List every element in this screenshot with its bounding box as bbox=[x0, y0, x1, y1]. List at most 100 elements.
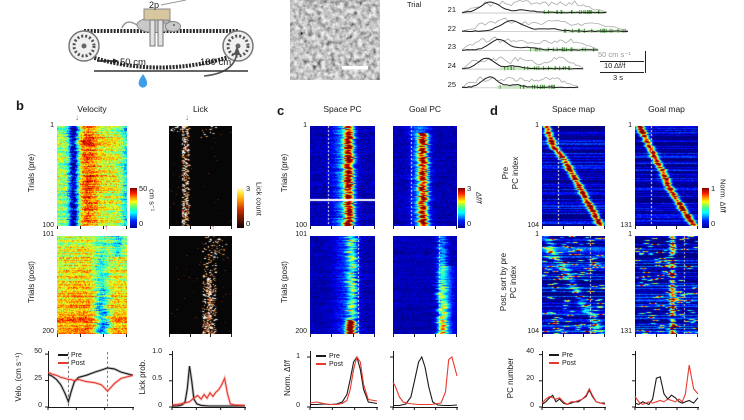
legend: Pre Post bbox=[316, 352, 343, 368]
space-pc-title: Space PC bbox=[323, 104, 362, 114]
ytick: 1 bbox=[296, 353, 300, 360]
post-line-swatch bbox=[58, 362, 68, 364]
trial-axis-title: Trial bbox=[407, 0, 422, 9]
panel-label-d: d bbox=[490, 103, 498, 118]
velocity-scale-label: 50 cm s⁻¹ bbox=[598, 50, 631, 59]
objective-label: 2p bbox=[149, 0, 159, 10]
ytick: 101 bbox=[42, 231, 54, 238]
trial-number: 21 bbox=[447, 5, 456, 14]
legend-label: Pre bbox=[562, 351, 573, 359]
velocity-colorbar bbox=[130, 188, 137, 228]
trial-number: 23 bbox=[447, 42, 456, 51]
headpost-left bbox=[149, 19, 156, 47]
scalebar-vline bbox=[645, 51, 646, 73]
track-length-label: 180 cm bbox=[200, 57, 231, 68]
velocity-average-plot bbox=[45, 351, 134, 410]
velocity-colorbar-label: cm s⁻¹ bbox=[147, 189, 157, 212]
ytick: 1 bbox=[303, 122, 307, 129]
belt-direction-arc bbox=[203, 51, 238, 77]
goal-map-pre-heatmap bbox=[635, 126, 698, 226]
ytick: 40 bbox=[526, 348, 534, 355]
dff-scale-label: 10 Δf/f bbox=[604, 61, 626, 70]
legend-label: Post bbox=[329, 360, 344, 368]
pre-line-swatch bbox=[316, 355, 326, 357]
trial-traces-plot bbox=[461, 0, 629, 89]
ytick: 100 bbox=[295, 222, 307, 229]
time-scale-label: 3 s bbox=[613, 73, 624, 82]
heatmap-xticks bbox=[393, 226, 457, 229]
ytick: 1.0 bbox=[152, 348, 162, 355]
scalebar-line-bottom bbox=[600, 72, 644, 73]
heatmap-xticks bbox=[310, 334, 375, 337]
norm-dff-colorbar-label: Norm. Δf/f bbox=[718, 179, 728, 213]
goal-pc-average-plot bbox=[390, 351, 458, 410]
legend-label: Pre bbox=[71, 351, 82, 359]
legend-label: Pre bbox=[329, 352, 340, 360]
objective-pointer-line bbox=[160, 0, 187, 6]
trial-number: 24 bbox=[447, 61, 456, 70]
trial-number: 25 bbox=[447, 80, 456, 89]
ytick: 0 bbox=[158, 402, 162, 409]
pre-line-swatch bbox=[58, 354, 68, 356]
space-map-pre-heatmap bbox=[542, 126, 605, 226]
pre-pc-index-ylabel-1: Pre bbox=[501, 166, 510, 180]
colorbar-tick: 3 bbox=[467, 184, 472, 193]
panel-label-b: b bbox=[16, 98, 24, 113]
ytick: 0 bbox=[296, 402, 300, 409]
lick-plot-ylabel: Lick prob. bbox=[138, 359, 147, 395]
headplate bbox=[143, 8, 171, 21]
space-map-title: Space map bbox=[552, 104, 595, 114]
trials-pre-ylabel: Trials (pre) bbox=[280, 153, 289, 193]
velocity-post-heatmap bbox=[57, 236, 127, 334]
goal-pc-title: Goal PC bbox=[408, 104, 442, 114]
pre-reward-arrow-icon: ↓ bbox=[75, 113, 79, 122]
ytick: 1 bbox=[50, 122, 54, 129]
legend-row: Post bbox=[316, 360, 343, 368]
ytick: 200 bbox=[42, 328, 54, 335]
legend-row: Post bbox=[549, 359, 576, 367]
belt-direction-arrowhead bbox=[233, 46, 241, 55]
trials-post-ylabel: Trials (post) bbox=[280, 261, 289, 303]
heatmap-xticks bbox=[542, 226, 605, 229]
goal-map-title: Goal map bbox=[648, 104, 685, 114]
legend-row: Post bbox=[58, 359, 85, 367]
space-pc-pre-heatmap bbox=[310, 126, 375, 226]
norm-dff-ylabel: Norm. Δf/f bbox=[283, 360, 292, 397]
ytick: 0.5 bbox=[152, 375, 162, 382]
ytick: 50 bbox=[34, 348, 42, 355]
post-reward-arrow-icon: ↑ bbox=[211, 223, 215, 232]
legend: Pre Post bbox=[549, 351, 576, 367]
trials-post-ylabel: Trials (post) bbox=[27, 261, 36, 303]
colorbar-tick: 0 bbox=[139, 219, 144, 228]
legend-row: Pre bbox=[316, 352, 343, 360]
velocity-plot-ylabel: Velo. (cm s⁻¹) bbox=[14, 352, 23, 402]
legend-row: Pre bbox=[58, 351, 85, 359]
legend: Pre Post bbox=[58, 351, 85, 367]
post-line-swatch bbox=[549, 362, 559, 364]
scalebar-line-top bbox=[600, 61, 644, 62]
colorbar-tick: 0 bbox=[246, 219, 251, 228]
post-line-swatch bbox=[316, 363, 326, 365]
mouse-eye bbox=[173, 24, 175, 26]
ytick: 104 bbox=[527, 222, 539, 229]
ytick: 100 bbox=[42, 222, 54, 229]
space-map-post-heatmap bbox=[542, 236, 605, 334]
ytick: 200 bbox=[295, 328, 307, 335]
heatmap-xticks bbox=[169, 334, 232, 337]
fov-scalebar bbox=[342, 66, 368, 70]
legend-label: Post bbox=[71, 359, 86, 367]
heatmap-xticks bbox=[635, 334, 698, 337]
goal-pc-post-heatmap bbox=[393, 236, 457, 334]
ytick: 1 bbox=[628, 122, 632, 129]
heatmap-xticks bbox=[635, 226, 698, 229]
ytick: 104 bbox=[527, 328, 539, 335]
post-sort-ylabel-1: Post, sort by pre bbox=[499, 252, 508, 312]
ytick: 101 bbox=[295, 231, 307, 238]
lick-colorbar-label: Lick count bbox=[254, 182, 264, 216]
dff-colorbar-label: Δf/f bbox=[474, 192, 484, 204]
goal-map-post-heatmap bbox=[635, 236, 698, 334]
two-photon-fov-image bbox=[290, 0, 380, 80]
legend-label: Post bbox=[562, 359, 577, 367]
heatmap-xticks bbox=[393, 334, 457, 337]
